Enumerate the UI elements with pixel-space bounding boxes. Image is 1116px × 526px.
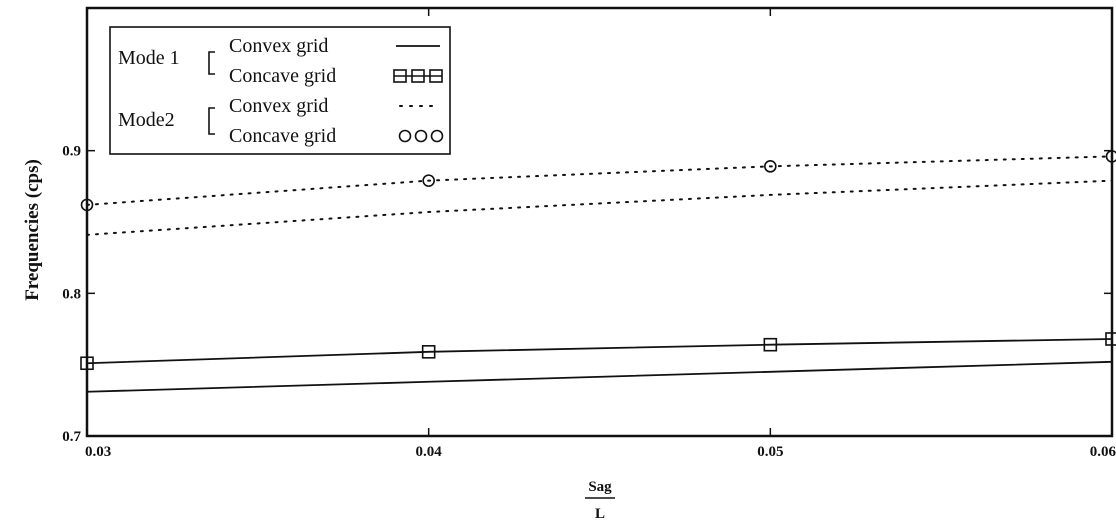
- legend-entry-label: Concave grid: [229, 65, 336, 87]
- x-tick-label: 0.04: [416, 444, 443, 460]
- square-marker: [763, 337, 778, 352]
- series-line-2: [86, 338, 1113, 365]
- series-line-4: [86, 155, 1113, 206]
- square-marker: [80, 356, 94, 371]
- legend-group-label: Mode 1: [118, 47, 180, 69]
- legend-entry-label: Concave grid: [229, 125, 336, 147]
- legend-bracket: [208, 107, 215, 135]
- legend-circle-marker: [430, 129, 444, 143]
- legend-circle-marker: [414, 129, 428, 143]
- legend: Mode 1 Mode2 Convex grid Concave grid Convex…: [109, 26, 451, 155]
- series-line-3: [86, 179, 1113, 236]
- legend-circle-marker: [398, 129, 412, 143]
- x-tick-label: 0.06: [1090, 444, 1116, 460]
- series-layer: [80, 150, 1116, 393]
- legend-entry-label: Convex grid: [229, 35, 328, 57]
- plot-frame: [85, 6, 1114, 438]
- y-axis-title: Frequencies (cps): [22, 159, 43, 301]
- legend-group-label: Mode2: [118, 109, 175, 131]
- square-marker: [1105, 332, 1116, 346]
- x-tick-label: 0.03: [85, 444, 111, 460]
- legend-bracket: [208, 51, 215, 75]
- x-tick-label: 0.05: [757, 444, 783, 460]
- square-marker: [421, 345, 436, 359]
- circle-marker: [80, 198, 94, 212]
- x-axis-title-denominator: L: [595, 506, 605, 522]
- circle-marker: [764, 160, 777, 173]
- circle-marker: [422, 174, 435, 187]
- legend-square-marker: [429, 69, 443, 83]
- legend-square-marker: [393, 69, 407, 83]
- legend-entry-label: Convex grid: [229, 95, 328, 117]
- legend-square-marker: [411, 69, 425, 83]
- y-tick-label: 0.9: [62, 144, 81, 160]
- y-tick-label: 0.7: [62, 429, 81, 445]
- series-line-1: [86, 360, 1113, 393]
- y-tick-label: 0.8: [62, 286, 81, 302]
- x-axis-title-numerator: Sag: [588, 479, 612, 495]
- legend-box: [109, 26, 451, 155]
